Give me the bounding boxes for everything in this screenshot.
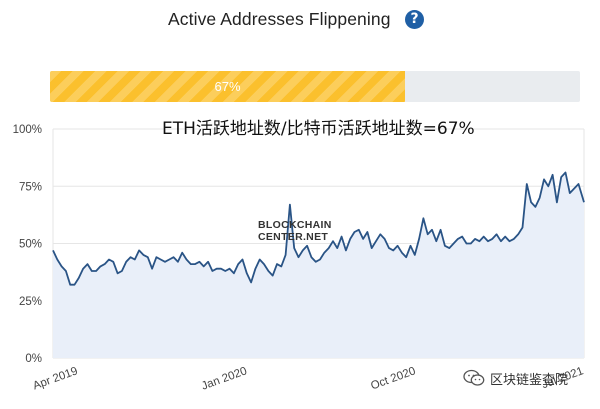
chart-title: Active Addresses Flippening [168, 9, 391, 30]
x-tick-label: Oct 2020 [369, 365, 417, 392]
y-tick-label: 75% [19, 181, 42, 193]
progress-bar: 67% [50, 71, 580, 102]
y-axis-ticks: 0% 25% 50% 75% 100% [13, 124, 42, 365]
line-chart: 0% 25% 50% 75% 100% Apr 2019 Jan 2020 Oct 2020… [0, 112, 600, 404]
watermark-line-1: BLOCKCHAIN [258, 219, 332, 231]
progress-percent-label: 67% [50, 71, 405, 102]
chart-area: 0% 25% 50% 75% 100% Apr 2019 Jan 2020 Oct 2020… [0, 112, 600, 404]
watermark-logo: BLOCKCHAIN CENTER.NET [258, 219, 332, 243]
y-tick-label: 25% [19, 296, 42, 308]
series-area [53, 173, 584, 359]
y-tick-label: 100% [13, 124, 42, 136]
x-tick-label: Apr 2019 [31, 365, 79, 392]
overlay-annotation: ETH活跃地址数/比特币活跃地址数=67% [162, 114, 475, 139]
wechat-icon [463, 369, 485, 387]
x-tick-label: Jan 2020 [200, 365, 249, 392]
header: Active Addresses Flippening ? [0, 6, 600, 34]
wechat-source: 区块链鉴查院 [463, 368, 568, 388]
y-tick-label: 50% [19, 239, 42, 251]
wechat-account-name: 区块链鉴查院 [490, 369, 568, 388]
y-tick-label: 0% [25, 353, 42, 365]
watermark-line-2: CENTER.NET [258, 231, 332, 243]
plot-series [53, 172, 584, 358]
question-circle-icon[interactable]: ? [405, 10, 424, 29]
